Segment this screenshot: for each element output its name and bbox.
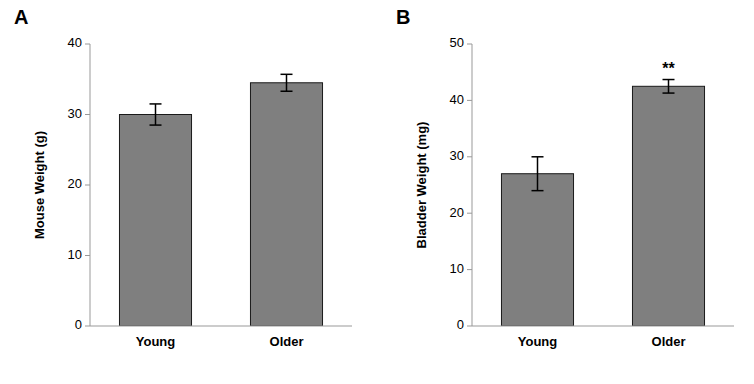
x-tick-label: Older bbox=[270, 334, 304, 349]
y-axis-line bbox=[472, 44, 473, 326]
error-bar-cap bbox=[532, 156, 544, 158]
bars bbox=[119, 74, 322, 326]
error-bar-stem bbox=[286, 74, 288, 91]
x-tick-label: Older bbox=[652, 334, 686, 349]
error-bar bbox=[281, 74, 293, 91]
error-bar-cap bbox=[281, 74, 293, 76]
y-tick bbox=[85, 326, 90, 327]
y-tick-label: 10 bbox=[68, 247, 82, 262]
y-tick-label: 50 bbox=[450, 35, 464, 50]
error-bar-stem bbox=[537, 157, 539, 191]
y-tick-label: 10 bbox=[450, 261, 464, 276]
y-axis-label: Bladder Weight (mg) bbox=[414, 122, 429, 249]
y-tick bbox=[85, 255, 90, 256]
panel-label: A bbox=[14, 6, 28, 28]
y-tick-label: 30 bbox=[68, 106, 82, 121]
y-tick bbox=[467, 44, 472, 45]
y-axis-label: Mouse Weight (g) bbox=[32, 131, 47, 239]
y-tick bbox=[467, 156, 472, 157]
y-tick-label: 40 bbox=[68, 35, 82, 50]
error-bar bbox=[532, 157, 544, 191]
y-tick bbox=[467, 269, 472, 270]
error-bar bbox=[663, 80, 675, 94]
y-tick bbox=[85, 185, 90, 186]
panel: B 0 10 20 30 40 50 Young Older Bladder Weight (mg… bbox=[396, 6, 734, 349]
y-tick-label: 30 bbox=[450, 148, 464, 163]
y-tick bbox=[85, 44, 90, 45]
bar bbox=[501, 174, 573, 326]
error-bar-cap bbox=[663, 79, 675, 81]
error-bar-stem bbox=[155, 104, 157, 125]
panel-label: B bbox=[396, 6, 410, 28]
y-tick-label: 40 bbox=[450, 92, 464, 107]
error-bar-cap bbox=[150, 103, 162, 105]
x-tick-label: Young bbox=[518, 334, 558, 349]
error-bar bbox=[150, 104, 162, 125]
y-tick-label: 20 bbox=[450, 205, 464, 220]
background bbox=[0, 0, 754, 384]
y-tick-label: 0 bbox=[457, 317, 464, 332]
chart-container: A 0 10 20 30 40 Young Older Mouse Weight (g) B 0 10… bbox=[0, 0, 754, 384]
error-bar-cap bbox=[150, 124, 162, 126]
error-bar-cap bbox=[663, 92, 675, 94]
chart-svg: A 0 10 20 30 40 Young Older Mouse Weight (g) B 0 10… bbox=[0, 0, 754, 384]
significance-label: ** bbox=[662, 60, 675, 77]
bar bbox=[632, 86, 704, 326]
panel: A 0 10 20 30 40 Young Older Mouse Weight (g) bbox=[14, 6, 352, 349]
y-tick-label: 20 bbox=[68, 176, 82, 191]
bar bbox=[119, 115, 191, 327]
error-bar-cap bbox=[532, 190, 544, 192]
bars bbox=[501, 80, 704, 326]
y-tick-label: 0 bbox=[75, 317, 82, 332]
error-bar-cap bbox=[281, 90, 293, 92]
y-axis-line bbox=[90, 44, 91, 326]
x-axis-line bbox=[472, 326, 734, 327]
y-tick bbox=[85, 114, 90, 115]
y-tick bbox=[467, 100, 472, 101]
x-axis-line bbox=[90, 326, 352, 327]
y-tick bbox=[467, 213, 472, 214]
x-tick-label: Young bbox=[136, 334, 176, 349]
error-bar-stem bbox=[668, 80, 670, 94]
bar bbox=[250, 83, 322, 326]
y-tick bbox=[467, 326, 472, 327]
